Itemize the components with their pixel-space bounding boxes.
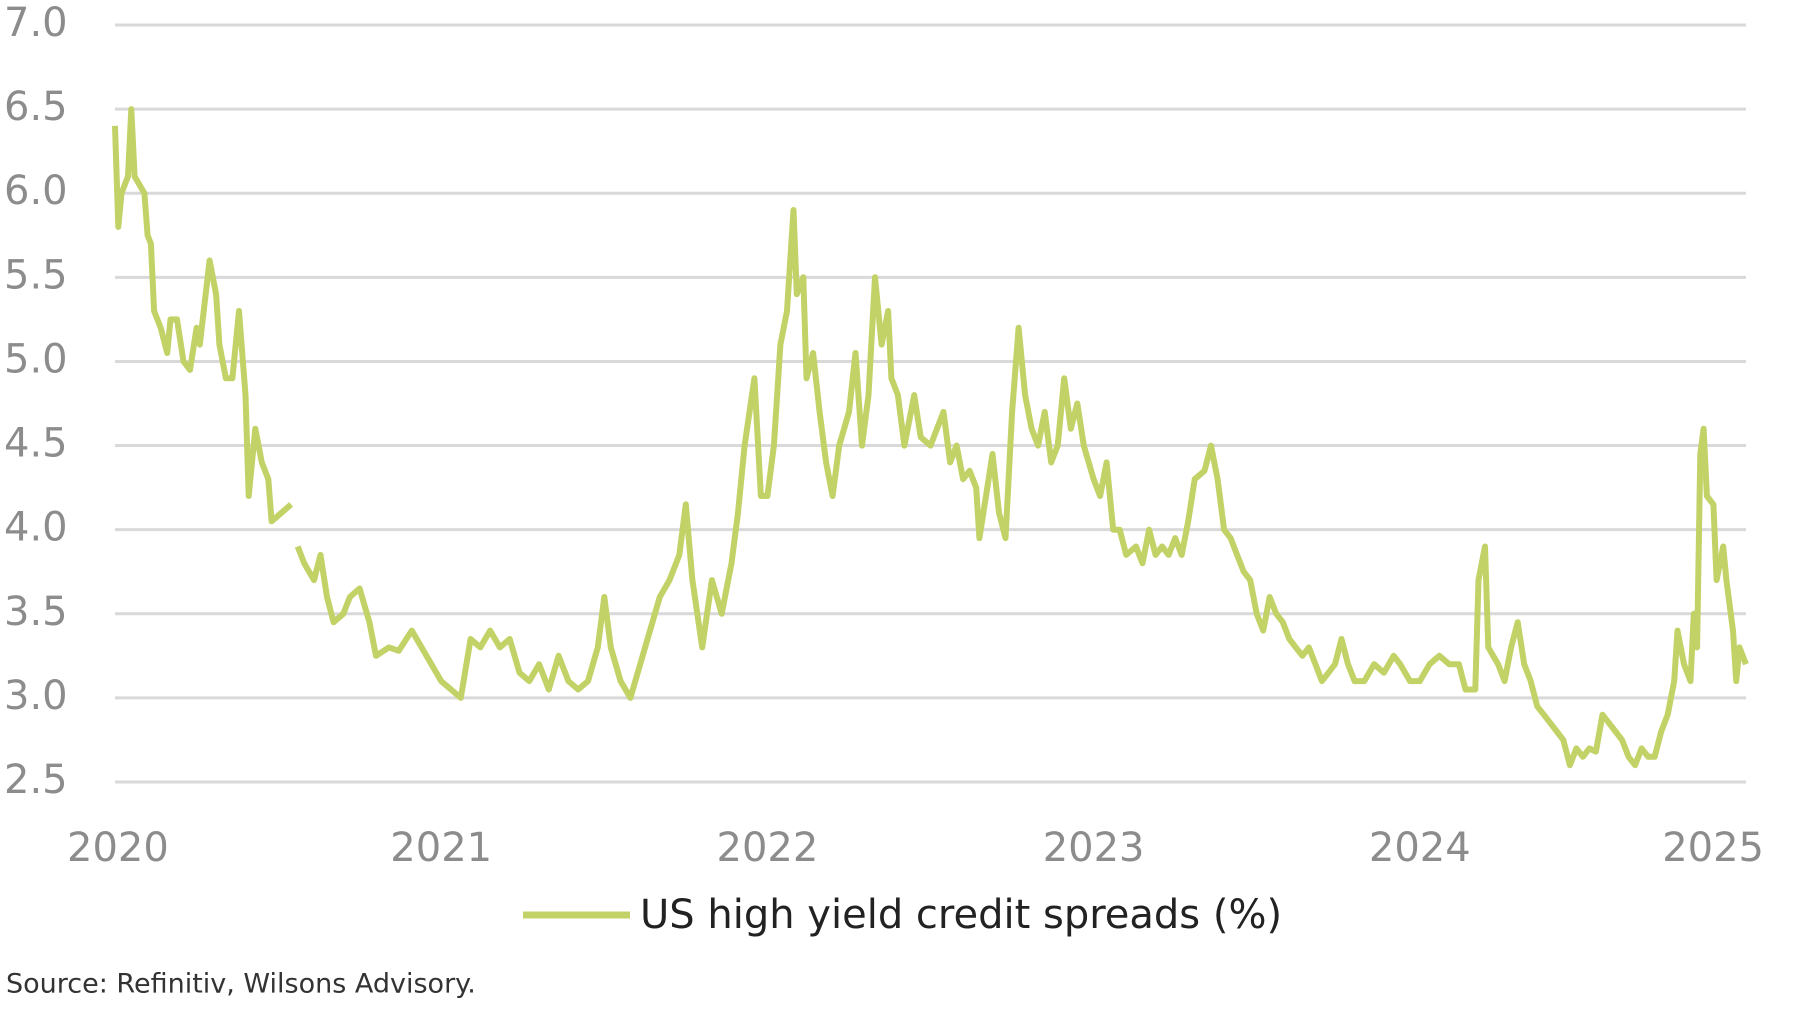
y-tick-label: 5.5 — [4, 252, 68, 298]
y-tick-label: 6.5 — [4, 84, 68, 130]
x-tick-label: 2021 — [390, 825, 492, 871]
y-tick-label: 4.0 — [4, 505, 68, 551]
y-tick-label: 4.5 — [4, 421, 68, 467]
y-tick-label: 3.0 — [4, 673, 68, 719]
x-tick-label: 2024 — [1369, 825, 1471, 871]
y-tick-label: 7.0 — [4, 0, 68, 46]
x-tick-label: 2020 — [67, 825, 169, 871]
y-tick-label: 2.5 — [4, 757, 68, 803]
source-note: Source: Refinitiv, Wilsons Advisory. — [6, 969, 476, 1000]
data-line — [112, 106, 1749, 769]
x-tick-label: 2023 — [1043, 825, 1145, 871]
y-tick-label: 3.5 — [4, 589, 68, 635]
y-tick-label: 5.0 — [4, 336, 68, 382]
x-tick-label: 2025 — [1662, 825, 1764, 871]
legend-label: US high yield credit spreads (%) — [640, 892, 1282, 938]
x-tick-label: 2022 — [717, 825, 819, 871]
y-tick-label: 6.0 — [4, 168, 68, 214]
